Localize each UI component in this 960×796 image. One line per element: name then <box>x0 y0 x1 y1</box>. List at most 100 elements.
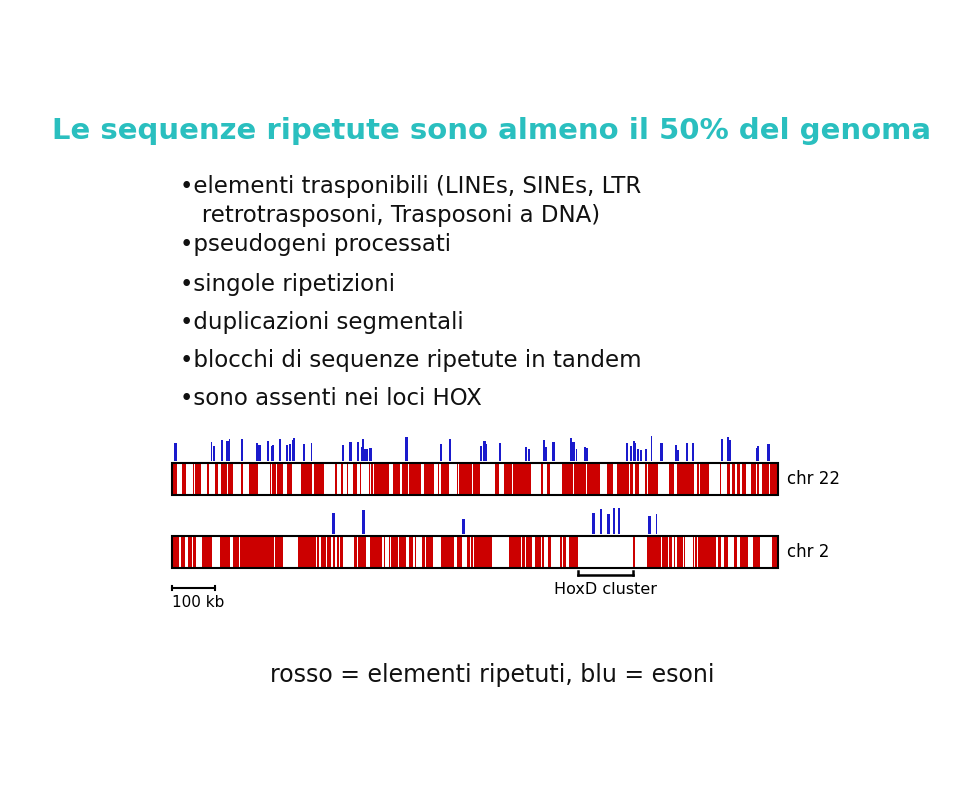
Bar <box>540 463 541 494</box>
Bar <box>600 509 602 534</box>
Bar <box>578 537 634 568</box>
Bar <box>363 463 369 494</box>
Text: Le sequenze ripetute sono almeno il 50% del genoma: Le sequenze ripetute sono almeno il 50% … <box>53 117 931 145</box>
Bar <box>213 463 215 494</box>
Bar <box>283 537 288 568</box>
Bar <box>643 537 646 568</box>
Bar <box>466 537 467 568</box>
Bar <box>349 463 351 494</box>
Bar <box>708 463 720 494</box>
Bar <box>366 537 369 568</box>
Bar <box>454 537 458 568</box>
Bar <box>756 448 758 461</box>
Text: •pseudogeni processati: •pseudogeni processati <box>180 233 450 256</box>
Bar <box>489 463 492 494</box>
Bar <box>685 443 688 461</box>
Bar <box>570 438 572 461</box>
Bar <box>491 463 495 494</box>
Bar <box>320 537 322 568</box>
Bar <box>347 537 353 568</box>
Bar <box>271 463 272 494</box>
Bar <box>483 447 485 461</box>
Bar <box>556 463 563 494</box>
Bar <box>172 462 779 494</box>
Bar <box>592 513 594 534</box>
Bar <box>721 439 723 461</box>
Bar <box>531 463 538 494</box>
Bar <box>201 463 203 494</box>
Bar <box>634 443 636 461</box>
Bar <box>343 463 348 494</box>
Bar <box>543 537 545 568</box>
Bar <box>293 439 295 461</box>
Bar <box>303 444 305 461</box>
Text: •elementi trasponibili (LINEs, SINEs, LTR
   retrotrasposoni, Trasposoni a DNA): •elementi trasponibili (LINEs, SINEs, LT… <box>180 175 640 228</box>
Text: chr 2: chr 2 <box>787 543 829 561</box>
Bar <box>387 537 389 568</box>
Bar <box>492 537 495 568</box>
Bar <box>295 537 297 568</box>
Bar <box>677 450 679 461</box>
Bar <box>343 537 347 568</box>
Bar <box>345 537 350 568</box>
Bar <box>356 537 358 568</box>
Bar <box>713 463 720 494</box>
Bar <box>311 443 312 461</box>
Text: 100 kb: 100 kb <box>172 595 225 610</box>
Bar <box>362 439 364 461</box>
Bar <box>186 463 193 494</box>
Bar <box>212 537 218 568</box>
Bar <box>499 463 501 494</box>
Bar <box>285 463 287 494</box>
Bar <box>286 445 288 461</box>
Bar <box>406 537 409 568</box>
Bar <box>202 463 206 494</box>
Bar <box>279 439 281 461</box>
Bar <box>659 463 662 494</box>
Bar <box>357 443 359 461</box>
Bar <box>239 463 240 494</box>
Bar <box>439 463 441 494</box>
Bar <box>390 463 394 494</box>
Bar <box>675 445 677 461</box>
Bar <box>433 537 440 568</box>
Bar <box>651 435 653 461</box>
Bar <box>405 437 408 461</box>
Bar <box>501 463 503 494</box>
Bar <box>537 463 538 494</box>
Bar <box>558 463 562 494</box>
Bar <box>229 537 233 568</box>
Bar <box>312 463 314 494</box>
Bar <box>505 537 510 568</box>
Bar <box>639 450 642 461</box>
Bar <box>335 537 337 568</box>
Bar <box>438 537 440 568</box>
Bar <box>448 439 450 461</box>
Bar <box>535 463 538 494</box>
Bar <box>641 537 644 568</box>
Bar <box>211 442 212 461</box>
Bar <box>175 443 178 461</box>
Bar <box>330 537 333 568</box>
Bar <box>287 537 299 568</box>
Bar <box>273 445 274 461</box>
Bar <box>562 537 564 568</box>
Bar <box>660 443 663 461</box>
Bar <box>729 440 731 461</box>
Bar <box>471 463 472 494</box>
Bar <box>633 463 635 494</box>
Bar <box>618 508 620 534</box>
Bar <box>362 509 365 534</box>
Bar <box>535 463 541 494</box>
Bar <box>600 463 607 494</box>
Bar <box>587 448 588 461</box>
Bar <box>483 441 486 461</box>
Bar <box>349 463 353 494</box>
Text: rosso = elementi ripetuti, blu = esoni: rosso = elementi ripetuti, blu = esoni <box>270 663 714 687</box>
Bar <box>433 537 442 568</box>
Text: •duplicazioni segmentali: •duplicazioni segmentali <box>180 311 463 334</box>
Bar <box>672 537 674 568</box>
Bar <box>440 444 443 461</box>
Bar <box>276 463 277 494</box>
Bar <box>258 445 261 461</box>
